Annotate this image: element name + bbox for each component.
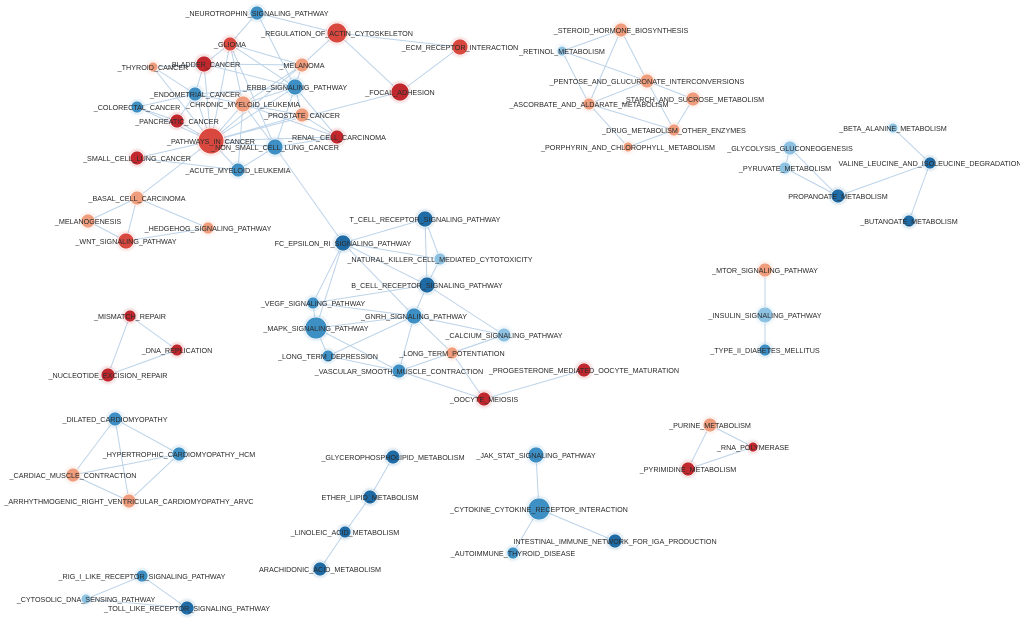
svg-text:_REGULATION_OF_ACTIN_CYTOSKELE: _REGULATION_OF_ACTIN_CYTOSKELETON [260, 29, 413, 38]
svg-text:_NATURAL_KILLER_CELL_MEDIATED_: _NATURAL_KILLER_CELL_MEDIATED_CYTOTOXICI… [346, 255, 532, 264]
svg-text:_GLIOMA: _GLIOMA [213, 40, 246, 49]
svg-text:_STEROID_HORMONE_BIOSYNTHESIS: _STEROID_HORMONE_BIOSYNTHESIS [553, 26, 689, 35]
svg-text:_MISMATCH_REPAIR: _MISMATCH_REPAIR [93, 312, 166, 321]
svg-text:_GNRH_SIGNALING_PATHWAY: _GNRH_SIGNALING_PATHWAY [360, 312, 467, 321]
svg-text:_PROSTATE_CANCER: _PROSTATE_CANCER [263, 111, 340, 120]
svg-text:_NUCLEOTIDE_EXCISION_REPAIR: _NUCLEOTIDE_EXCISION_REPAIR [48, 371, 168, 380]
svg-text:_PORPHYRIN_AND_CHLOROPHYLL_MET: _PORPHYRIN_AND_CHLOROPHYLL_METABOLISM [540, 143, 715, 152]
svg-text:_GLYCEROPHOSPHOLIPID_METABOLIS: _GLYCEROPHOSPHOLIPID_METABOLISM [320, 453, 464, 462]
svg-text:FC_EPSILON_RI_SIGNALING_PATHWA: FC_EPSILON_RI_SIGNALING_PATHWAY [275, 239, 412, 248]
svg-text:_ACUTE_MYELOID_LEUKEMIA: _ACUTE_MYELOID_LEUKEMIA [184, 166, 290, 175]
svg-text:ARACHIDONIC_ACID_METABOLISM: ARACHIDONIC_ACID_METABOLISM [259, 565, 381, 574]
svg-text:_MTOR_SIGNALING_PATHWAY: _MTOR_SIGNALING_PATHWAY [711, 266, 818, 275]
svg-text:_ARRHYTHMOGENIC_RIGHT_VENTRICU: _ARRHYTHMOGENIC_RIGHT_VENTRICULAR_CARDIO… [3, 497, 253, 506]
svg-text:_ENDOMETRIAL_CANCER: _ENDOMETRIAL_CANCER [149, 90, 240, 99]
svg-text:B_CELL_RECEPTOR_SIGNALING_PATH: B_CELL_RECEPTOR_SIGNALING_PATHWAY [351, 281, 503, 290]
svg-text:_LONG_TERM_DEPRESSION: _LONG_TERM_DEPRESSION [277, 352, 378, 361]
svg-text:INTESTINAL_IMMUNE_NETWORK_FOR_: INTESTINAL_IMMUNE_NETWORK_FOR_IGA_PRODUC… [513, 537, 716, 546]
svg-text:_MELANOMA: _MELANOMA [278, 61, 324, 70]
svg-text:_NEUROTROPHIN_SIGNALING_PATHWA: _NEUROTROPHIN_SIGNALING_PATHWAY [184, 9, 328, 18]
svg-text:ETHER_LIPID_METABOLISM: ETHER_LIPID_METABOLISM [322, 493, 419, 502]
svg-text:_VASCULAR_SMOOTH_MUSCLE_CONTRA: _VASCULAR_SMOOTH_MUSCLE_CONTRACTION [314, 367, 483, 376]
svg-text:_RENAL_CELL_CARCINOMA: _RENAL_CELL_CARCINOMA [287, 133, 386, 142]
svg-text:_AUTOIMMUNE_THYROID_DISEASE: _AUTOIMMUNE_THYROID_DISEASE [450, 549, 576, 558]
svg-text:_ECM_RECEPTOR_INTERACTION: _ECM_RECEPTOR_INTERACTION [401, 43, 518, 52]
svg-text:_ERBB_SIGNALING_PATHWAY: _ERBB_SIGNALING_PATHWAY [242, 83, 348, 92]
svg-text:_CYTOSOLIC_DNA_SENSING_PATHWAY: _CYTOSOLIC_DNA_SENSING_PATHWAY [16, 595, 156, 604]
svg-text:_COLORECTAL_CANCER: _COLORECTAL_CANCER [93, 103, 181, 112]
svg-text:_TYPE_II_DIABETES_MELLITUS: _TYPE_II_DIABETES_MELLITUS [709, 346, 820, 355]
svg-text:_MELANOGENESIS: _MELANOGENESIS [54, 217, 122, 226]
svg-text:_BUTANOATE_METABOLISM: _BUTANOATE_METABOLISM [859, 217, 957, 226]
svg-text:VALINE_LEUCINE_AND_ISOLEUCINE_: VALINE_LEUCINE_AND_ISOLEUCINE_DEGRADATIO… [838, 159, 1020, 168]
svg-text:_CHRONIC_MYELOID_LEUKEMIA: _CHRONIC_MYELOID_LEUKEMIA [185, 100, 300, 109]
svg-text:_FOCAL_ADHESION: _FOCAL_ADHESION [364, 88, 435, 97]
svg-text:_RNA_POLYMERASE: _RNA_POLYMERASE [716, 443, 789, 452]
svg-text:_HYPERTROPHIC_CARDIOMYOPATHY_H: _HYPERTROPHIC_CARDIOMYOPATHY_HCM [102, 450, 256, 459]
svg-text:_DNA_REPLICATION: _DNA_REPLICATION [141, 346, 213, 355]
svg-text:_MAPK_SIGNALING_PATHWAY: _MAPK_SIGNALING_PATHWAY [262, 324, 368, 333]
svg-text:_ASCORBATE_AND_ALDARATE_METABO: _ASCORBATE_AND_ALDARATE_METABOLISM [509, 100, 669, 109]
svg-text:_WNT_SIGNALING_PATHWAY: _WNT_SIGNALING_PATHWAY [74, 237, 176, 246]
svg-text:_RIG_I_LIKE_RECEPTOR_SIGNALING: _RIG_I_LIKE_RECEPTOR_SIGNALING_PATHWAY [58, 572, 226, 581]
svg-text:_LINOLEIC_ACID_METABOLISM: _LINOLEIC_ACID_METABOLISM [290, 528, 400, 537]
svg-text:_PROGESTERONE_MEDIATED_OOCYTE_: _PROGESTERONE_MEDIATED_OOCYTE_MATURATION [488, 366, 679, 375]
svg-text:_DILATED_CARDIOMYOPATHY: _DILATED_CARDIOMYOPATHY [61, 415, 167, 424]
svg-text:T_CELL_RECEPTOR_SIGNALING_PATH: T_CELL_RECEPTOR_SIGNALING_PATHWAY [350, 215, 501, 224]
svg-text:_VEGF_SIGNALING_PATHWAY: _VEGF_SIGNALING_PATHWAY [260, 299, 366, 308]
svg-text:_GLYCOLYSIS_GLUCONEOGENESIS: _GLYCOLYSIS_GLUCONEOGENESIS [726, 144, 853, 153]
svg-text:PROPANOATE_METABOLISM: PROPANOATE_METABOLISM [788, 192, 887, 201]
svg-text:_HEDGEHOG_SIGNALING_PATHWAY: _HEDGEHOG_SIGNALING_PATHWAY [144, 224, 272, 233]
svg-text:_JAK_STAT_SIGNALING_PATHWAY: _JAK_STAT_SIGNALING_PATHWAY [475, 451, 595, 460]
svg-text:_TOLL_LIKE_RECEPTOR_SIGNALING_: _TOLL_LIKE_RECEPTOR_SIGNALING_PATHWAY [103, 604, 270, 613]
svg-text:_PYRUVATE_METABOLISM: _PYRUVATE_METABOLISM [738, 164, 831, 173]
svg-text:_LONG_TERM_POTENTIATION: _LONG_TERM_POTENTIATION [398, 349, 504, 358]
svg-text:_PENTOSE_AND_GLUCURONATE_INTER: _PENTOSE_AND_GLUCURONATE_INTERCONVERSION… [549, 77, 745, 86]
svg-text:_SMALL_CELL_LUNG_CANCER: _SMALL_CELL_LUNG_CANCER [82, 154, 191, 163]
svg-text:_PURINE_METABOLISM: _PURINE_METABOLISM [668, 421, 751, 430]
svg-text:_DRUG_METABOLISM_OTHER_ENZYMES: _DRUG_METABOLISM_OTHER_ENZYMES [601, 126, 746, 135]
svg-text:_RETINOL_METABOLISM: _RETINOL_METABOLISM [518, 47, 605, 56]
svg-text:_CARDIAC_MUSCLE_CONTRACTION: _CARDIAC_MUSCLE_CONTRACTION [9, 471, 137, 480]
svg-text:_THYROID_CANCER: _THYROID_CANCER [117, 63, 189, 72]
svg-text:_NON_SMALL_CELL_LUNG_CANCER: _NON_SMALL_CELL_LUNG_CANCER [210, 143, 339, 152]
svg-text:_BASAL_CELL_CARCINOMA: _BASAL_CELL_CARCINOMA [87, 194, 185, 203]
svg-text:_CYTOKINE_CYTOKINE_RECEPTOR_IN: _CYTOKINE_CYTOKINE_RECEPTOR_INTERACTION [449, 505, 628, 514]
svg-text:_PYRIMIDINE_METABOLISM: _PYRIMIDINE_METABOLISM [639, 465, 737, 474]
svg-text:_PANCREATIC_CANCER: _PANCREATIC_CANCER [134, 117, 219, 126]
svg-text:_CALCIUM_SIGNALING_PATHWAY: _CALCIUM_SIGNALING_PATHWAY [444, 331, 562, 340]
svg-text:_BETA_ALANINE_METABOLISM: _BETA_ALANINE_METABOLISM [838, 124, 947, 133]
svg-text:_OOCYTE_MEIOSIS: _OOCYTE_MEIOSIS [449, 395, 519, 404]
svg-text:_INSULIN_SIGNALING_PATHWAY: _INSULIN_SIGNALING_PATHWAY [707, 311, 821, 320]
